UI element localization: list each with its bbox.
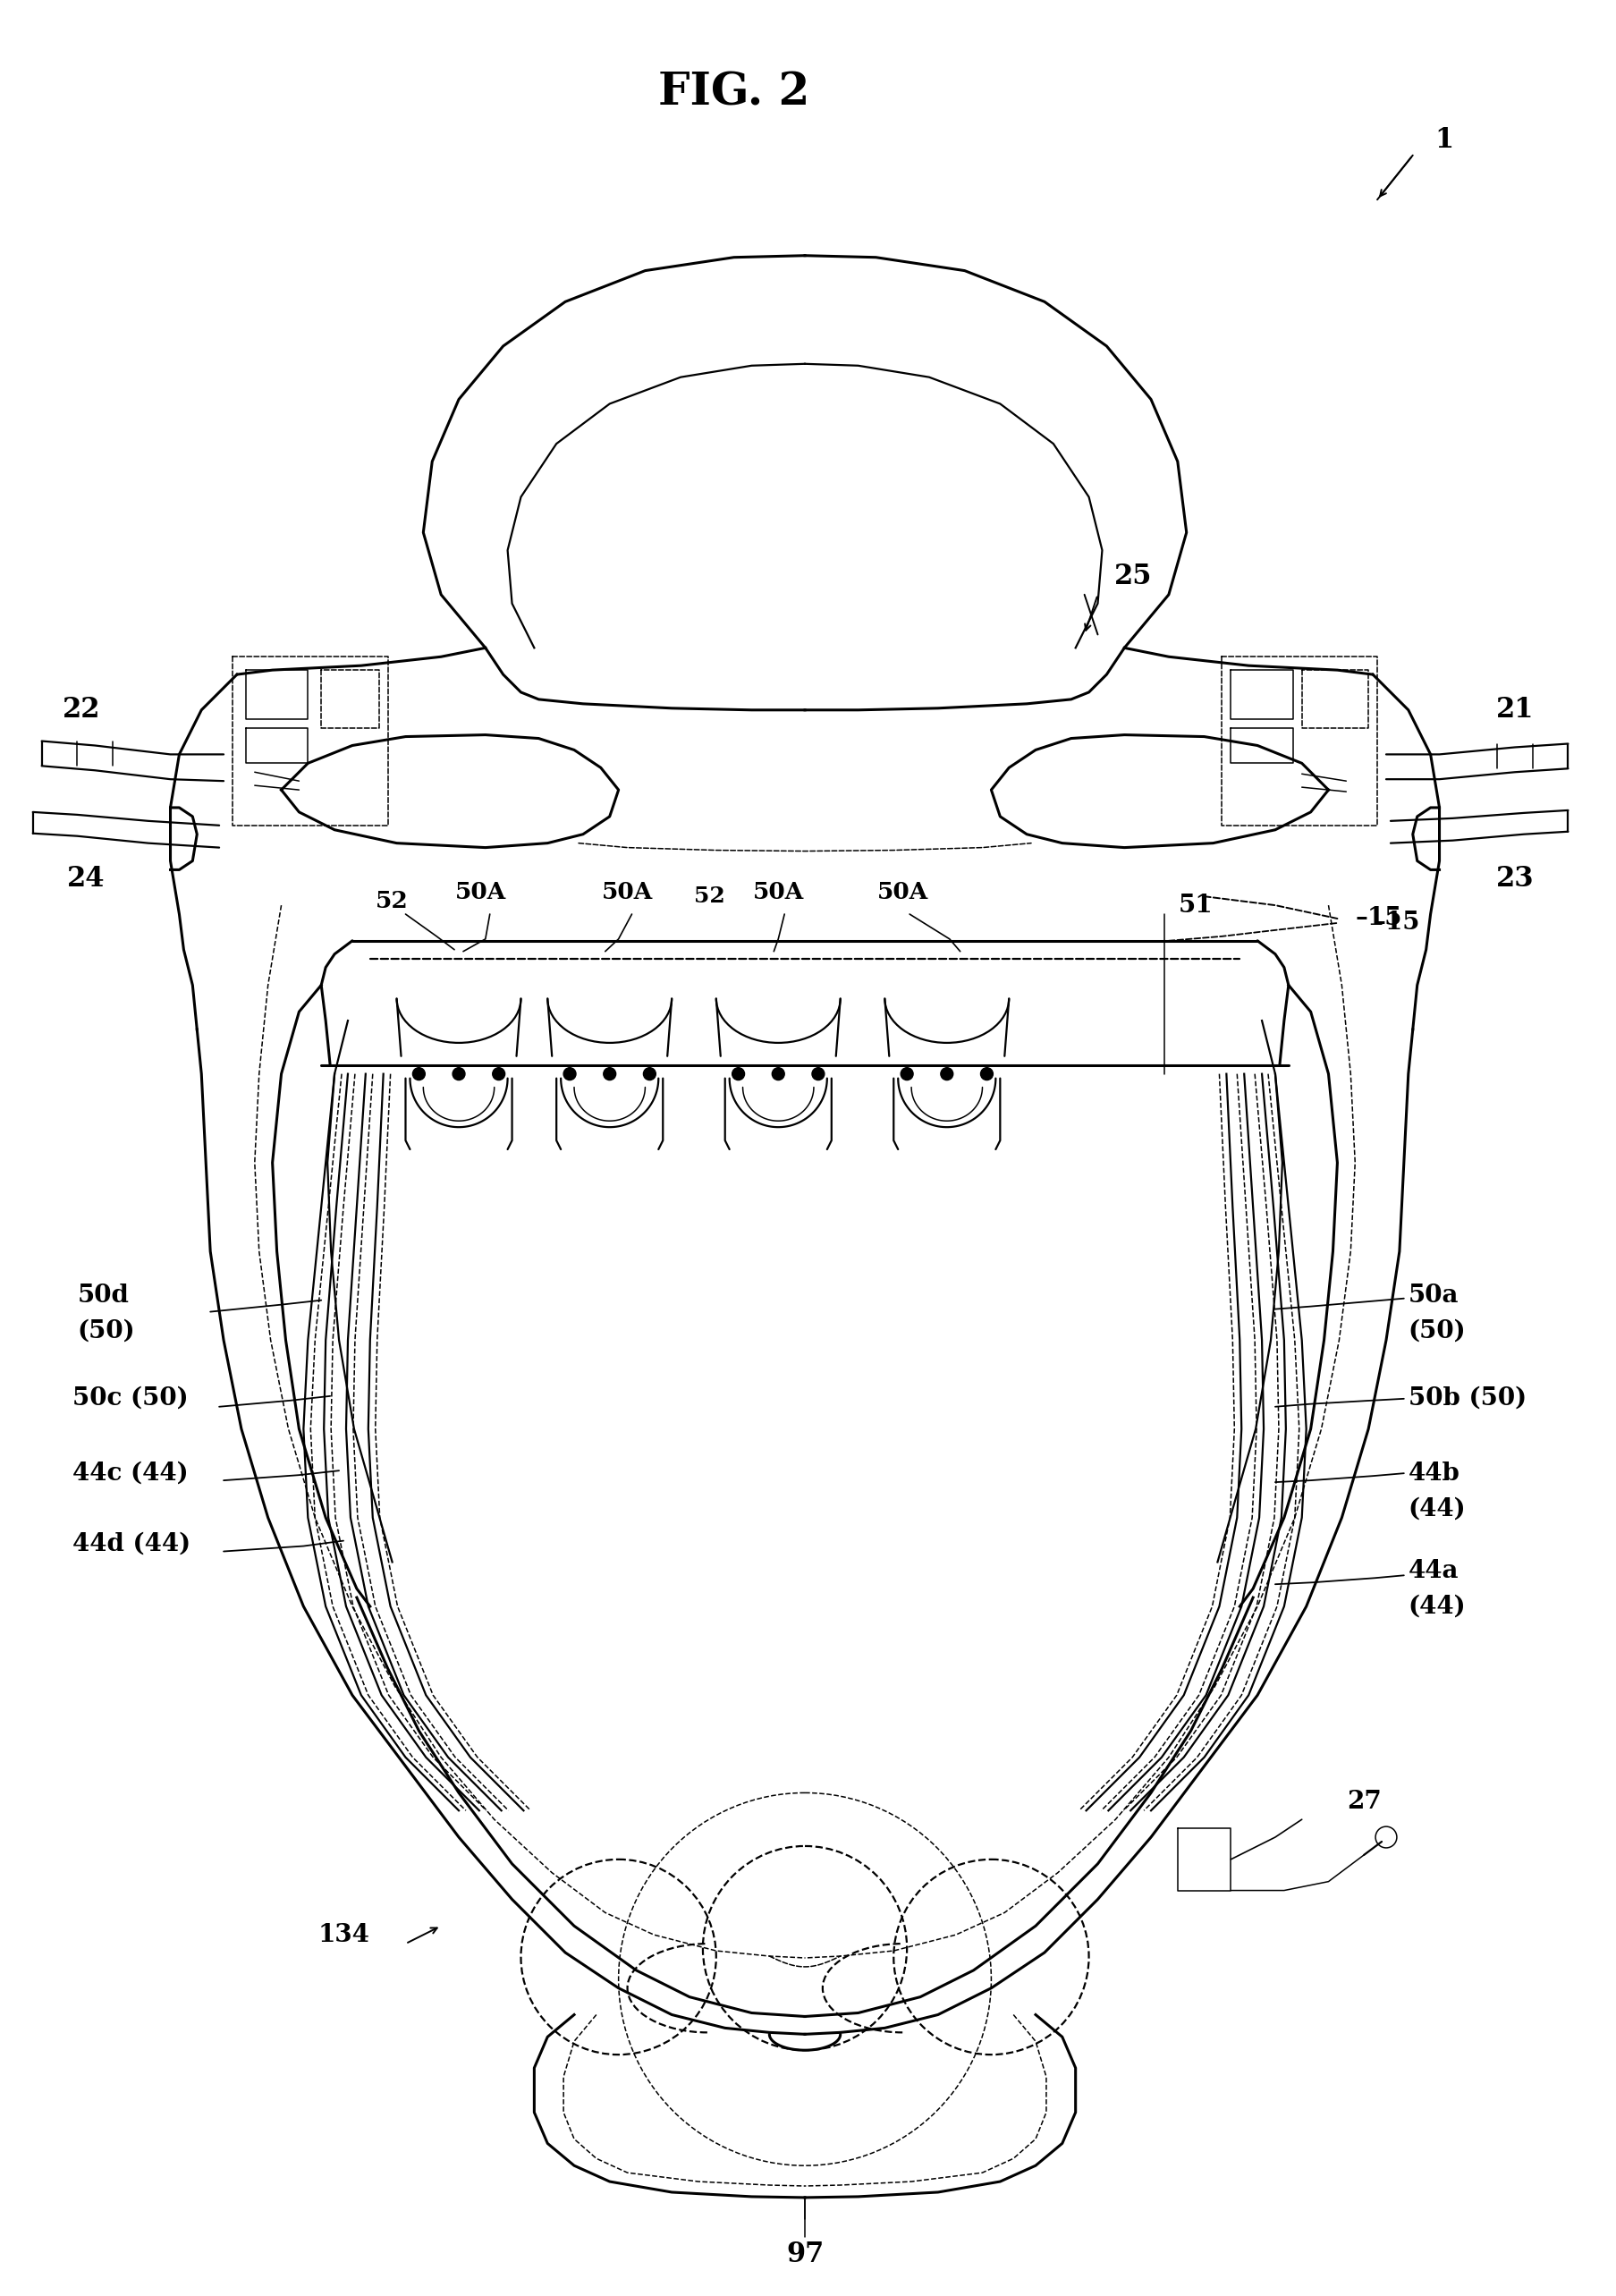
Text: (50): (50) bbox=[1408, 1320, 1466, 1343]
Text: 44c (44): 44c (44) bbox=[73, 1460, 189, 1486]
Circle shape bbox=[412, 1068, 425, 1079]
Text: –15: –15 bbox=[1356, 907, 1403, 930]
Text: 134: 134 bbox=[318, 1922, 370, 1947]
Circle shape bbox=[981, 1068, 992, 1079]
Circle shape bbox=[564, 1068, 575, 1079]
Text: 27: 27 bbox=[1346, 1789, 1382, 1814]
Text: 50b (50): 50b (50) bbox=[1408, 1387, 1527, 1410]
Text: 22: 22 bbox=[63, 696, 100, 723]
Text: 44b: 44b bbox=[1408, 1460, 1461, 1486]
Circle shape bbox=[643, 1068, 656, 1079]
Text: 1: 1 bbox=[1435, 126, 1453, 154]
Circle shape bbox=[900, 1068, 913, 1079]
Circle shape bbox=[493, 1068, 504, 1079]
Text: (44): (44) bbox=[1408, 1593, 1466, 1619]
Circle shape bbox=[452, 1068, 465, 1079]
Text: 50A: 50A bbox=[456, 882, 506, 902]
Text: 21: 21 bbox=[1496, 696, 1534, 723]
Text: 23: 23 bbox=[1496, 866, 1534, 893]
Text: 50d: 50d bbox=[78, 1283, 129, 1309]
Text: 50c (50): 50c (50) bbox=[73, 1387, 189, 1410]
Text: 51: 51 bbox=[1178, 893, 1212, 918]
Text: –15: –15 bbox=[1374, 912, 1420, 934]
Circle shape bbox=[772, 1068, 784, 1079]
Text: 97: 97 bbox=[785, 2241, 824, 2268]
Text: 50a: 50a bbox=[1408, 1283, 1459, 1309]
Text: (50): (50) bbox=[78, 1320, 136, 1343]
Text: 44a: 44a bbox=[1408, 1559, 1459, 1582]
Text: 52: 52 bbox=[695, 886, 726, 907]
Text: FIG. 2: FIG. 2 bbox=[658, 71, 810, 115]
Circle shape bbox=[732, 1068, 745, 1079]
Text: 50A: 50A bbox=[877, 882, 928, 902]
Text: 44d (44): 44d (44) bbox=[73, 1531, 191, 1557]
Circle shape bbox=[941, 1068, 953, 1079]
Circle shape bbox=[811, 1068, 824, 1079]
Text: 50A: 50A bbox=[601, 882, 653, 902]
Circle shape bbox=[603, 1068, 616, 1079]
Text: 24: 24 bbox=[68, 866, 105, 893]
Text: 25: 25 bbox=[1115, 563, 1152, 590]
Text: (44): (44) bbox=[1408, 1497, 1466, 1520]
Text: 52: 52 bbox=[377, 889, 409, 912]
Text: 50A: 50A bbox=[753, 882, 803, 902]
